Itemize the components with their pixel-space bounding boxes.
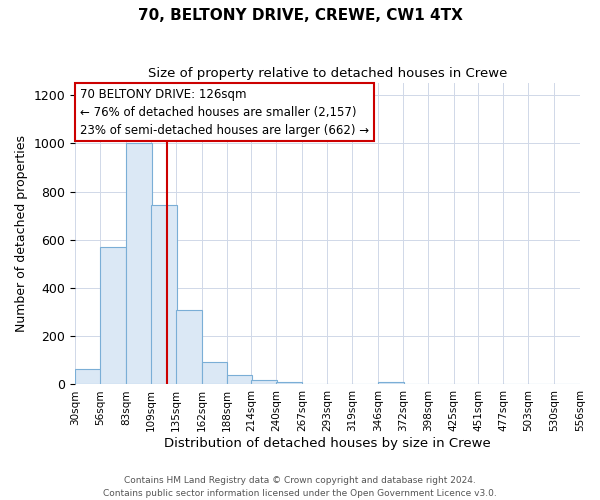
Text: Contains HM Land Registry data © Crown copyright and database right 2024.
Contai: Contains HM Land Registry data © Crown c… — [103, 476, 497, 498]
Bar — [251, 380, 277, 384]
Bar — [176, 310, 202, 384]
Bar — [75, 369, 101, 384]
Bar — [227, 375, 253, 384]
Y-axis label: Number of detached properties: Number of detached properties — [15, 136, 28, 332]
Bar — [126, 144, 152, 384]
Bar — [378, 382, 404, 384]
X-axis label: Distribution of detached houses by size in Crewe: Distribution of detached houses by size … — [164, 437, 491, 450]
Bar — [277, 382, 302, 384]
Bar — [151, 205, 176, 384]
Bar — [100, 247, 126, 384]
Bar — [202, 362, 227, 384]
Text: 70 BELTONY DRIVE: 126sqm
← 76% of detached houses are smaller (2,157)
23% of sem: 70 BELTONY DRIVE: 126sqm ← 76% of detach… — [80, 88, 370, 136]
Text: 70, BELTONY DRIVE, CREWE, CW1 4TX: 70, BELTONY DRIVE, CREWE, CW1 4TX — [137, 8, 463, 22]
Title: Size of property relative to detached houses in Crewe: Size of property relative to detached ho… — [148, 68, 507, 80]
